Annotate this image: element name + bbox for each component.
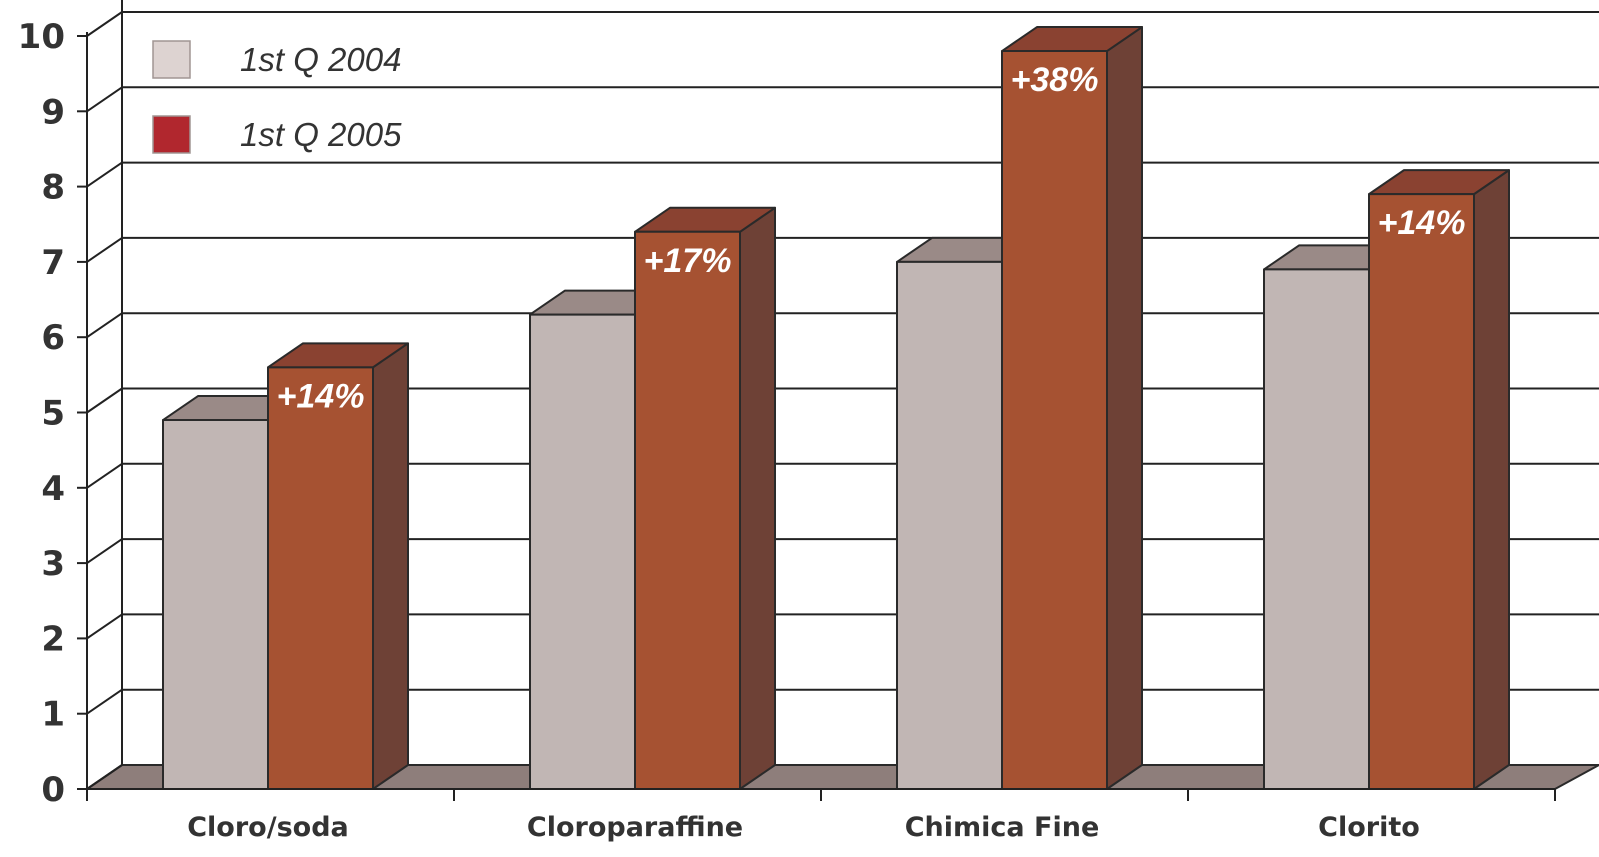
gridline-wall — [86, 387, 123, 414]
x-tick-label-cloroparaffine: Cloroparaffine — [527, 812, 743, 843]
y-tick-label: 7 — [41, 243, 65, 283]
bar-chimica-fine-1st-q-2004 — [896, 260, 1003, 790]
gridline-wall — [86, 161, 123, 188]
y-tick-label: 9 — [41, 92, 65, 132]
bar-cloroparaffine-1st-q-2005 — [634, 230, 741, 790]
legend: 1st Q 2004 1st Q 2005 — [152, 40, 402, 154]
bar-side-clorito-1st-q-2005 — [1473, 169, 1510, 790]
x-tick-label-clorito: Clorito — [1318, 812, 1420, 843]
data-labels: +14% +17% +38% +14% — [277, 61, 1466, 415]
y-tick-label: 4 — [41, 469, 65, 509]
gridline-wall — [86, 86, 123, 113]
y-tick-label: 10 — [18, 17, 65, 57]
bar-clorito-1st-q-2004 — [1263, 268, 1370, 790]
legend-label-1st-q-2004: 1st Q 2004 — [240, 41, 401, 78]
bar-cloro-soda-1st-q-2004 — [162, 419, 269, 790]
bar-clorito-1st-q-2005 — [1368, 193, 1475, 790]
legend-swatch-1st-q-2004 — [152, 40, 191, 79]
x-tick-labels: Cloro/soda Cloroparaffine Chimica Fine Clor… — [187, 812, 1420, 843]
y-tick-labels: 0 1 2 3 4 5 6 7 8 9 10 — [18, 17, 65, 810]
data-label-cloroparaffine: +17% — [644, 242, 732, 280]
gridline-wall — [86, 312, 123, 339]
legend-swatch-1st-q-2005 — [152, 115, 191, 154]
gridline-wall — [86, 11, 123, 37]
gridline-wall — [86, 764, 123, 790]
data-label-cloro-soda: +14% — [277, 377, 365, 415]
x-tick-label-chimica-fine: Chimica Fine — [905, 812, 1100, 843]
bar-cloro-soda-1st-q-2005 — [267, 366, 374, 790]
gridline-wall — [86, 538, 123, 564]
y-tick-label: 8 — [41, 168, 65, 208]
y-tick-label: 5 — [41, 394, 65, 434]
x-tick-label-cloro-soda: Cloro/soda — [187, 812, 349, 843]
bar-cloroparaffine-1st-q-2004 — [529, 313, 636, 790]
bar-side-cloro-soda-1st-q-2005 — [372, 342, 409, 790]
data-label-chimica-fine: +38% — [1011, 61, 1099, 99]
y-tick-label: 0 — [41, 770, 65, 810]
bar-chimica-fine-1st-q-2005 — [1001, 50, 1108, 791]
y-tick-label: 2 — [41, 619, 65, 659]
legend-label-1st-q-2005: 1st Q 2005 — [240, 116, 402, 153]
gridline-wall — [86, 237, 123, 263]
y-tick-label: 6 — [41, 318, 65, 358]
bars — [162, 26, 1510, 791]
y-tick-label: 1 — [41, 695, 65, 735]
axes — [77, 0, 1556, 801]
gridline-wall — [86, 462, 123, 489]
bar-side-cloroparaffine-1st-q-2005 — [739, 206, 776, 790]
y-tick-label: 3 — [41, 544, 65, 584]
gridline-wall — [86, 613, 123, 640]
data-label-clorito: +14% — [1378, 204, 1466, 242]
gridline-wall — [86, 688, 123, 715]
bar-side-chimica-fine-1st-q-2005 — [1106, 26, 1143, 790]
